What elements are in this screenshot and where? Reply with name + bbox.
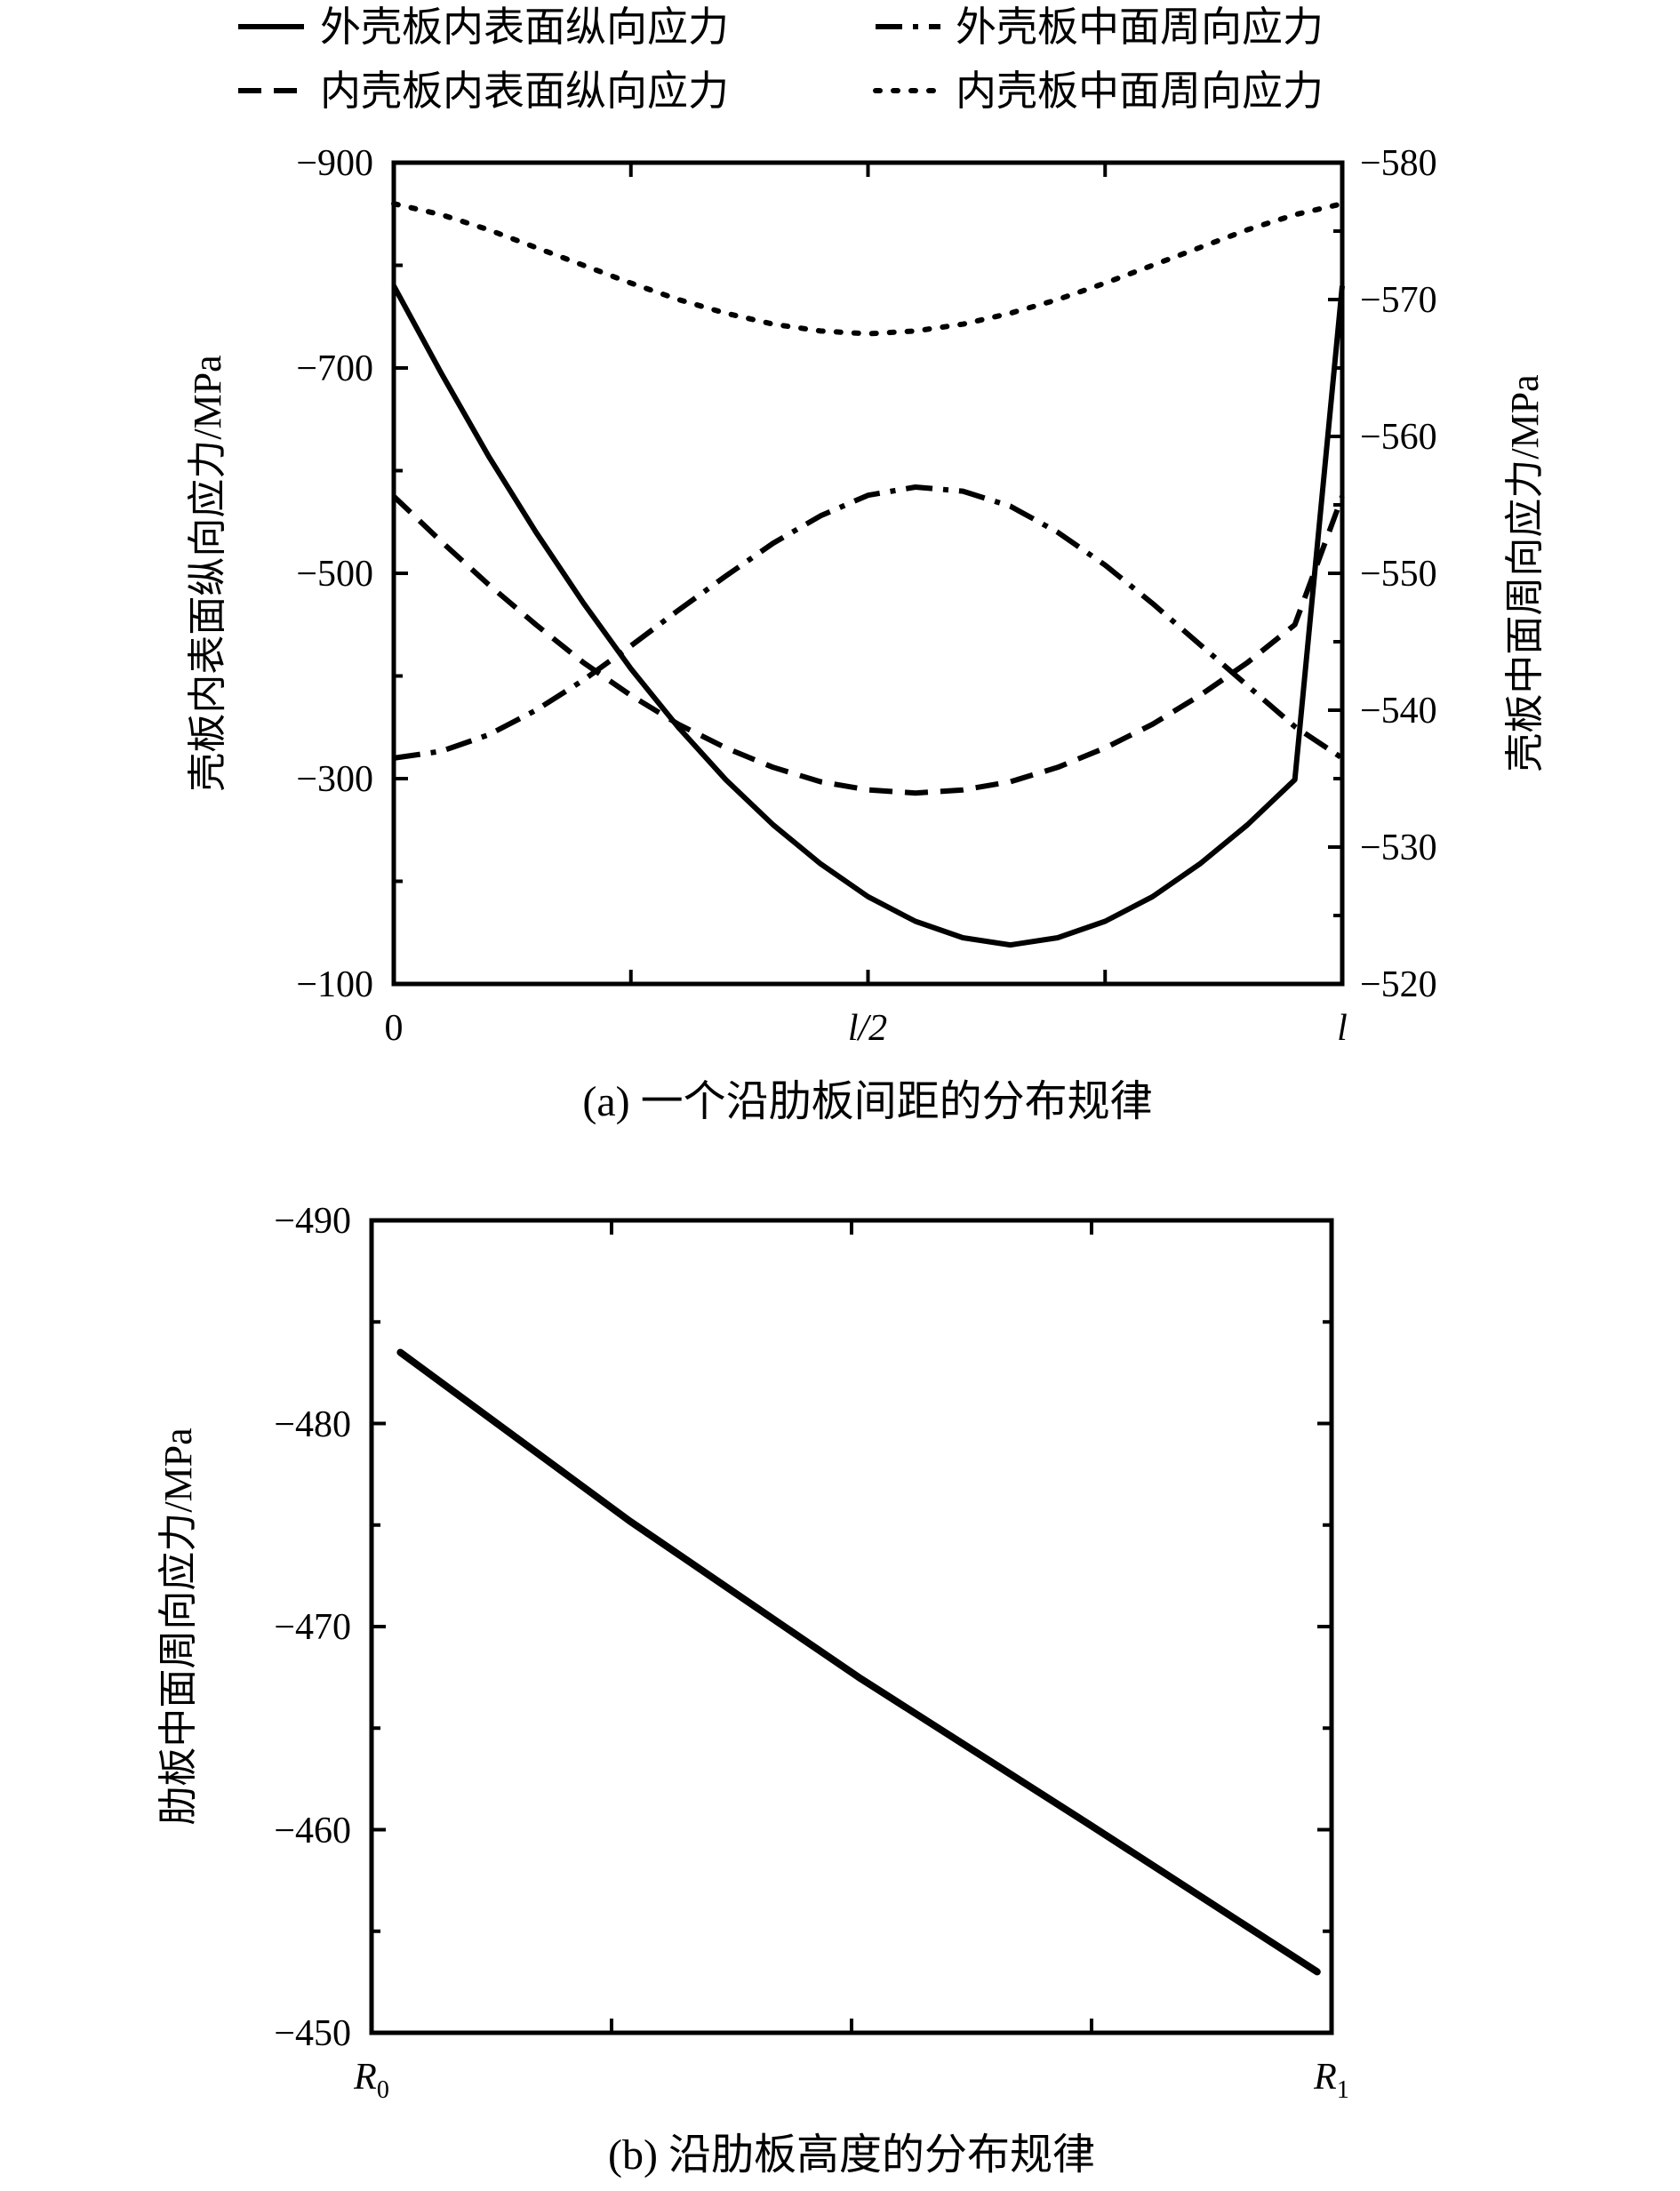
legend-label-outer-mid-hoop: 外壳板中面周向应力 [956,4,1324,50]
chart-a-left-axis-title: 壳板内表面纵向应力/MPa [186,355,229,791]
chart-a-ticks [394,161,1342,986]
chart-b: −450 −460 −470 −480 −490 R0 R1 肋板中面周向应力/… [156,1201,1349,2179]
chart-b-series [396,1348,1321,1976]
chart-a-left-tick-2: −500 [296,554,373,595]
legend-label-inner-inner-longitudinal: 内壳板内表面纵向应力 [320,68,729,114]
legend-label-inner-mid-hoop: 内壳板中面周向应力 [956,68,1324,114]
chart-a-xtick-0: 0 [385,1008,404,1049]
chart-a-left-tick-3: −700 [296,348,373,389]
chart-b-ytick-4: −490 [274,1201,351,1242]
chart-a-right-tick-6: −580 [1360,143,1437,184]
chart-b-ticks [372,1219,1332,2035]
chart-a-xtick-end: l [1337,1008,1348,1049]
chart-a-left-tick-1: −300 [296,759,373,800]
chart-a-left-tick-4: −900 [296,143,373,184]
chart-b-xtick-r0: R0 [353,2057,389,2104]
chart-a-series-line-0 [391,284,1345,948]
chart-a-right-tick-3: −550 [1360,554,1437,595]
chart-b-xtick-r1: R1 [1313,2057,1349,2104]
chart-b-ytick-1: −460 [274,1811,351,1851]
chart-a-xtick-mid: l/2 [848,1008,887,1049]
chart-b-ytick-3: −480 [274,1404,351,1445]
legend-label-outer-inner-longitudinal: 外壳板内表面纵向应力 [320,4,729,50]
chart-a-right-tick-5: −570 [1360,280,1437,321]
chart-a-right-tick-4: −560 [1360,417,1437,458]
chart-a-right-axis-title: 壳板中面周向应力/MPa [1503,374,1547,772]
chart-b-plot-frame [369,1218,1334,2035]
chart-a: 0 l/2 l −100 −300 −500 −700 −900 −520 −5… [186,143,1547,1125]
chart-a-series [391,201,1345,948]
legend: 外壳板内表面纵向应力 外壳板中面周向应力 内壳板内表面纵向应力 内壳板中面周向应… [238,4,1324,114]
chart-a-right-tick-2: −540 [1360,691,1437,732]
chart-a-right-tick-1: −530 [1360,828,1437,868]
chart-b-ytick-0: −450 [274,2013,351,2054]
chart-b-ytick-2: −470 [274,1607,351,1648]
chart-b-y-axis-title: 肋板中面周向应力/MPa [156,1427,200,1825]
chart-a-series-line-2 [391,494,1345,796]
chart-a-right-tick-0: −520 [1360,964,1437,1005]
chart-a-caption: (a) 一个沿肋板间距的分布规律 [582,1078,1152,1125]
chart-a-series-line-3 [391,201,1345,337]
chart-b-series-line-0 [396,1348,1321,1976]
chart-b-caption: (b) 沿肋板高度的分布规律 [608,2131,1095,2179]
chart-a-series-line-1 [393,484,1344,761]
chart-a-left-tick-0: −100 [296,964,373,1005]
